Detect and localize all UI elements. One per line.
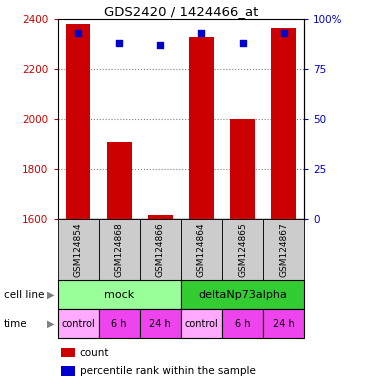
Text: ▶: ▶ — [47, 290, 55, 300]
Bar — [58, 309, 99, 338]
Text: control: control — [61, 318, 95, 329]
Bar — [58, 280, 181, 309]
Point — [75, 30, 81, 36]
Point — [281, 30, 287, 36]
Bar — [271, 28, 296, 219]
Bar — [148, 215, 173, 219]
Bar — [140, 309, 181, 338]
Text: 24 h: 24 h — [150, 318, 171, 329]
Bar — [66, 24, 91, 219]
Text: GSM124866: GSM124866 — [156, 222, 165, 277]
Text: mock: mock — [104, 290, 134, 300]
Point — [198, 30, 204, 36]
Text: 6 h: 6 h — [235, 318, 250, 329]
Text: count: count — [79, 348, 109, 358]
Bar — [99, 219, 140, 280]
Bar — [222, 309, 263, 338]
Text: 6 h: 6 h — [111, 318, 127, 329]
Bar — [189, 37, 214, 219]
Text: GSM124864: GSM124864 — [197, 222, 206, 277]
Bar — [107, 142, 131, 219]
Text: time: time — [4, 318, 27, 329]
Point — [157, 42, 163, 48]
Bar — [181, 219, 222, 280]
Text: GSM124868: GSM124868 — [115, 222, 124, 277]
Text: GSM124867: GSM124867 — [279, 222, 288, 277]
Title: GDS2420 / 1424466_at: GDS2420 / 1424466_at — [104, 5, 258, 18]
Bar — [263, 219, 304, 280]
Bar — [263, 309, 304, 338]
Bar — [140, 219, 181, 280]
Bar — [181, 280, 304, 309]
Point — [116, 40, 122, 46]
Bar — [58, 219, 99, 280]
Text: 24 h: 24 h — [273, 318, 295, 329]
Text: percentile rank within the sample: percentile rank within the sample — [79, 366, 256, 376]
Bar — [61, 348, 75, 357]
Text: cell line: cell line — [4, 290, 44, 300]
Text: deltaNp73alpha: deltaNp73alpha — [198, 290, 287, 300]
Point — [240, 40, 246, 46]
Bar — [61, 366, 75, 376]
Text: ▶: ▶ — [47, 318, 55, 329]
Bar — [222, 219, 263, 280]
Bar — [181, 309, 222, 338]
Text: GSM124865: GSM124865 — [238, 222, 247, 277]
Text: control: control — [184, 318, 218, 329]
Bar — [230, 119, 255, 219]
Text: GSM124854: GSM124854 — [73, 222, 83, 277]
Bar — [99, 309, 140, 338]
